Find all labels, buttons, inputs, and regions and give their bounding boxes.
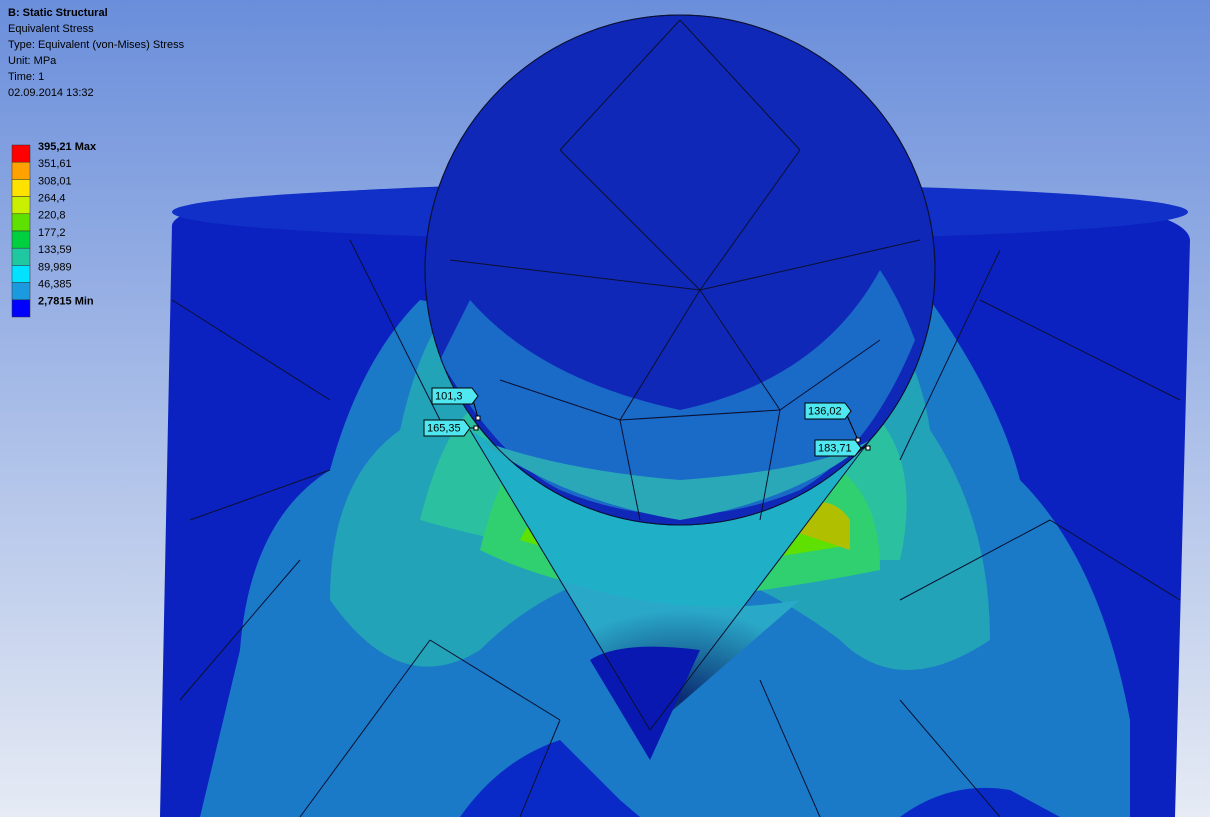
legend-label: 2,7815 Min — [38, 296, 94, 308]
mesh — [171, 19, 1181, 817]
legend-swatch — [11, 247, 31, 266]
result-info: Unit: MPa — [8, 55, 57, 67]
probe-label: 101,3 — [435, 390, 463, 402]
legend-swatch — [11, 179, 31, 197]
legend-label: 308,01 — [38, 175, 72, 187]
probe-box — [814, 439, 862, 457]
sphere-contour — [480, 440, 870, 520]
legend-label: 351,61 — [38, 158, 72, 170]
result-info: Type: Equivalent (von-Mises) Stress — [8, 39, 185, 51]
probe-box — [431, 387, 479, 405]
result-info: Equivalent Stress — [8, 23, 94, 35]
contour-zone — [900, 787, 1060, 817]
probe-point — [855, 437, 861, 443]
legend-label: 220,8 — [38, 210, 66, 222]
legend-swatch — [11, 230, 31, 249]
legend-swatch — [11, 144, 31, 163]
legend-swatch — [11, 213, 31, 232]
probe-label: 165,35 — [427, 422, 461, 434]
legend-label: 264,4 — [38, 193, 66, 205]
probe-point — [473, 425, 479, 431]
probe-box — [804, 402, 852, 420]
sphere-outline — [424, 14, 936, 526]
legend-swatch — [11, 161, 31, 180]
legend-swatch — [11, 265, 31, 283]
legend-label: 133,59 — [38, 244, 72, 256]
legend-label: 46,385 — [38, 279, 72, 291]
legend-label: 395,21 Max — [38, 141, 97, 153]
legend-label: 89,989 — [38, 261, 72, 273]
legend-label: 177,2 — [38, 227, 66, 239]
probe-box — [423, 419, 471, 437]
legend-swatch — [11, 196, 31, 215]
probe-point — [865, 445, 871, 451]
probe-label: 183,71 — [818, 442, 852, 454]
probe-label: 136,02 — [808, 405, 842, 417]
contour-zone — [460, 740, 640, 817]
legend-swatch — [11, 282, 31, 301]
probe-point — [475, 415, 481, 421]
result-info: Time: 1 — [8, 71, 44, 83]
legend-swatch — [11, 299, 31, 318]
result-title: B: Static Structural — [8, 7, 108, 19]
sphere-contour — [440, 270, 915, 515]
result-info: 02.09.2014 13:32 — [8, 87, 94, 99]
